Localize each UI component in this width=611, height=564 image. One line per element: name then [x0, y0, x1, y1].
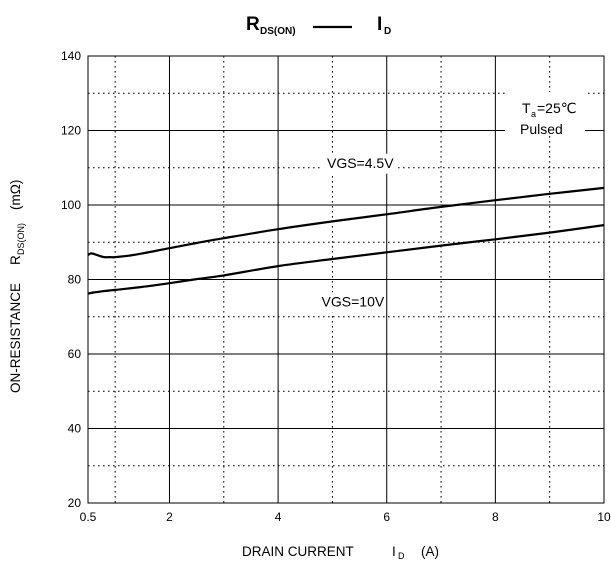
title-r: R	[246, 14, 260, 35]
x-tick-label: 0.5	[80, 510, 97, 524]
y-tick-label: 40	[68, 422, 82, 436]
conditions-ta: T	[522, 100, 531, 116]
x-tick-label: 8	[492, 510, 499, 524]
conditions-box: T a =25℃ Pulsed	[505, 92, 585, 137]
series-lines	[87, 186, 605, 295]
x-tick-label: 4	[275, 510, 282, 524]
series-label-background	[320, 153, 397, 174]
y-tick-label: 20	[68, 496, 82, 510]
conditions-ta-value: =25℃	[537, 100, 576, 116]
series-line-vgs-10v	[87, 224, 605, 295]
x-axis-label-unit: (A)	[421, 544, 439, 559]
x-axis-label: DRAIN CURRENT I D (A)	[242, 544, 439, 561]
y-tick-label: 80	[68, 273, 82, 287]
x-axis-label-prefix: DRAIN CURRENT	[242, 544, 354, 559]
y-axis-label: ON-RESISTANCE R DS(ON) (mΩ)	[8, 180, 26, 393]
series-labels: VGS=4.5V VGS=10V	[315, 153, 397, 313]
plot-frame	[87, 55, 605, 504]
x-tick-label: 2	[166, 510, 173, 524]
conditions-ta-subscript: a	[531, 109, 536, 119]
chart-title: R DS(ON) I D	[246, 14, 391, 37]
conditions-mode: Pulsed	[520, 121, 563, 137]
y-axis-label-r: R	[8, 255, 23, 265]
y-tick-label: 60	[68, 347, 82, 361]
x-tick-label: 10	[597, 510, 611, 524]
y-axis-label-unit: (mΩ)	[8, 180, 23, 210]
y-tick-label: 100	[61, 198, 81, 212]
y-axis-label-prefix: ON-RESISTANCE	[8, 283, 23, 393]
y-tick-label: 120	[61, 124, 81, 138]
x-tick-label: 6	[383, 510, 390, 524]
x-axis-label-subscript: D	[398, 551, 405, 561]
series-line-vgs-4-5v	[87, 186, 605, 259]
title-i: I	[377, 14, 382, 35]
x-axis-label-i: I	[392, 544, 396, 559]
series-label-vgs-4-5v: VGS=4.5V	[327, 155, 394, 171]
conditions-background	[505, 92, 585, 134]
y-axis-label-subscript: DS(ON)	[16, 223, 26, 255]
series-label-background	[315, 292, 383, 313]
y-tick-label: 140	[61, 49, 81, 63]
title-i-subscript: D	[384, 26, 391, 37]
title-r-subscript: DS(ON)	[260, 26, 296, 37]
series-label-vgs-10v: VGS=10V	[322, 293, 385, 309]
tick-labels: 0.5 2 4 6 8 10 20 40 60 80 100 120 140	[61, 49, 611, 524]
